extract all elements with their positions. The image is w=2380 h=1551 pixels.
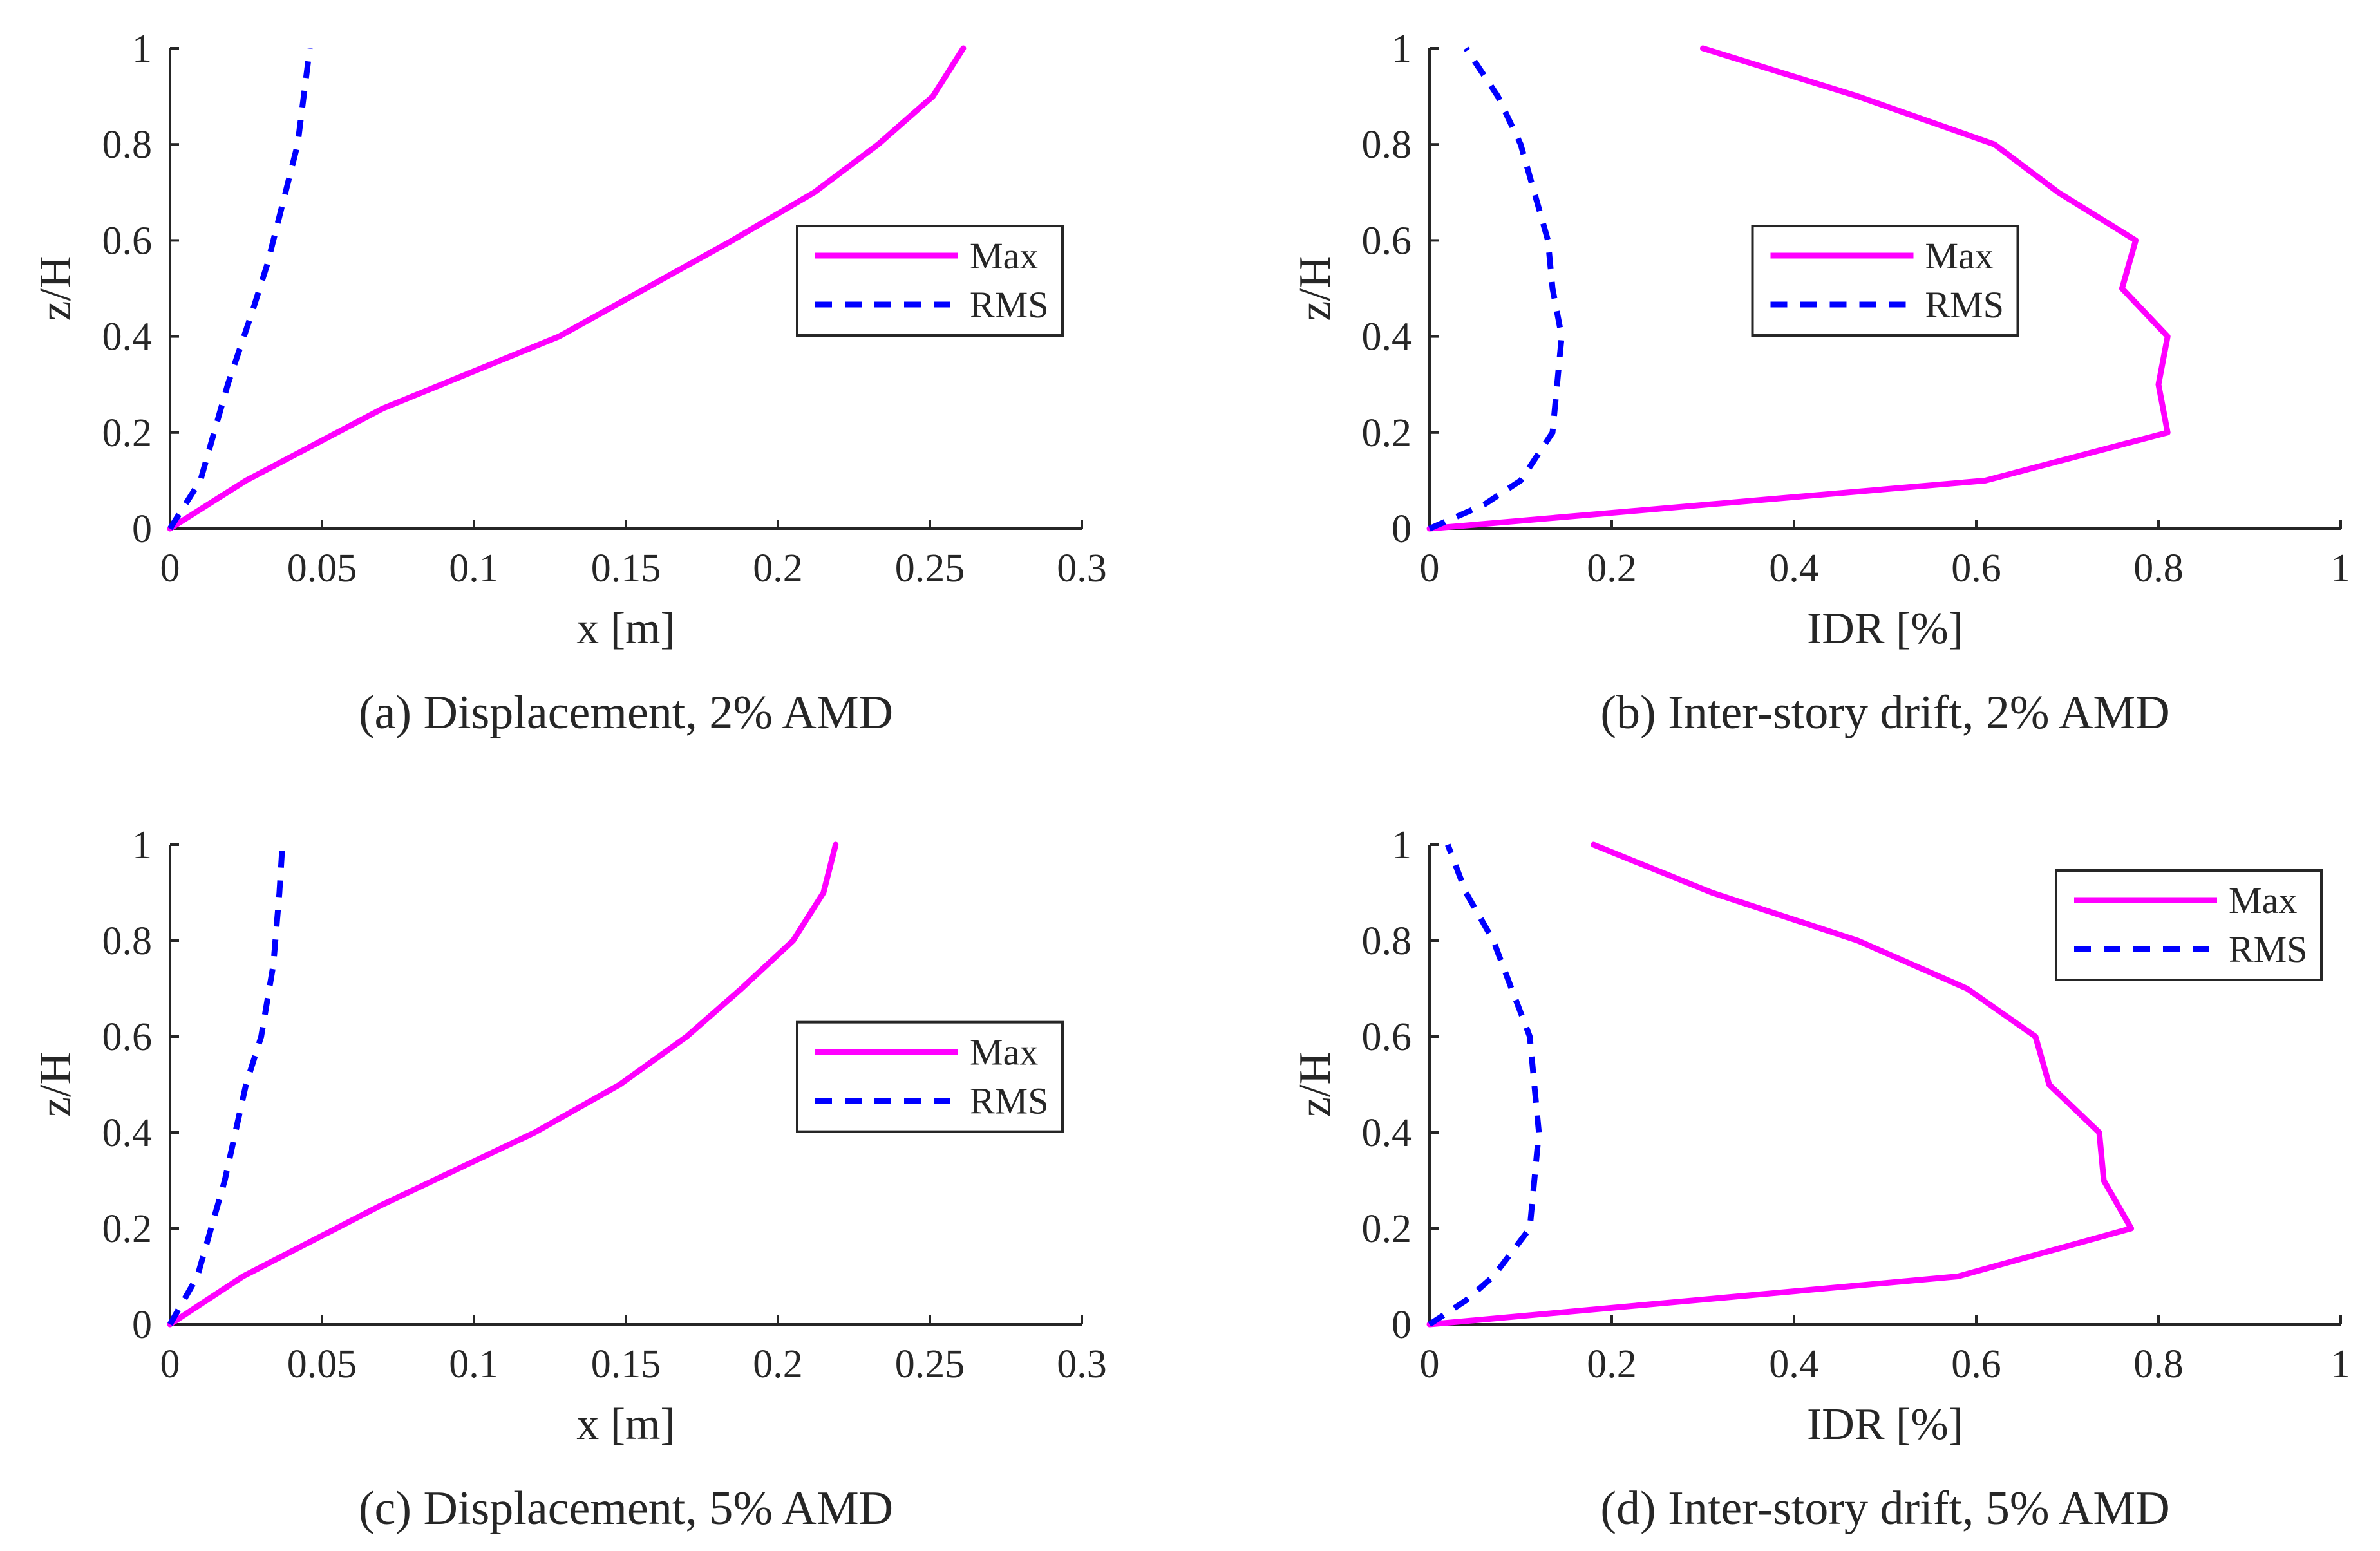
- legend-label-rms: RMS: [1925, 284, 2005, 326]
- y-tick-label: 0.8: [102, 123, 153, 167]
- y-axis-label: z/H: [1290, 1052, 1340, 1117]
- x-axis-label: IDR [%]: [1807, 1400, 1963, 1449]
- legend-label-rms: RMS: [970, 284, 1049, 326]
- series-line-max: [1426, 841, 2135, 1328]
- x-tick-label: 0.05: [287, 547, 357, 590]
- chart-panel-2: 0 0.05 0.1 0.15 0.2 0.25 0.3 0 0.2 0.4 0.6 0.8 1 x [m…: [31, 823, 1107, 1535]
- x-tick-label: 0.8: [2133, 1342, 2184, 1386]
- legend: Max RMS: [796, 225, 1064, 337]
- y-tick-label: 0: [132, 507, 152, 551]
- panel-caption: (a) Displacement, 2% AMD: [359, 686, 893, 739]
- chart-panel-3: 0 0.2 0.4 0.6 0.8 1 0 0.2 0.4 0.6 0.8 1 IDR [%] z/H (d…: [1290, 823, 2351, 1535]
- x-tick-label: 0.8: [2133, 547, 2184, 590]
- x-tick-label: 1: [2331, 1342, 2351, 1386]
- series-line-rms: [167, 48, 313, 531]
- series-line-max: [1426, 45, 2171, 532]
- x-tick-label: 0.15: [591, 1342, 661, 1386]
- series-line-rms: [1428, 46, 1565, 532]
- series-line-rms: [1428, 843, 1542, 1327]
- x-tick-label: 0: [160, 547, 180, 590]
- x-axis-label: x [m]: [576, 604, 675, 653]
- x-tick-label: 0.2: [1587, 547, 1637, 590]
- series-line-max: [167, 841, 839, 1328]
- x-tick-label: 0.1: [449, 547, 499, 590]
- y-tick-label: 0.6: [102, 1015, 153, 1059]
- x-tick-label: 0.2: [1587, 1342, 1637, 1386]
- y-tick-label: 0.4: [102, 315, 153, 359]
- x-tick-label: 0.15: [591, 547, 661, 590]
- x-tick-label: 0.1: [449, 1342, 499, 1386]
- legend-label-rms: RMS: [970, 1080, 1049, 1122]
- chart-panel-1: 0 0.2 0.4 0.6 0.8 1 0 0.2 0.4 0.6 0.8 1 IDR [%] z/H (b…: [1290, 27, 2351, 739]
- panel-caption: (b) Inter-story drift, 2% AMD: [1600, 686, 2169, 739]
- y-tick-label: 0.8: [1362, 919, 1412, 963]
- chart-panel-0: 0 0.05 0.1 0.15 0.2 0.25 0.3 0 0.2 0.4 0.6 0.8 1 x [m…: [31, 27, 1107, 739]
- legend: Max RMS: [1751, 225, 2019, 337]
- y-tick-label: 0.6: [102, 219, 153, 263]
- y-tick-label: 0: [1392, 1303, 1412, 1347]
- x-tick-label: 0.6: [1951, 1342, 2001, 1386]
- legend-box: [796, 1020, 1064, 1133]
- legend-label-max: Max: [1925, 235, 1994, 277]
- y-tick-label: 0.2: [102, 411, 153, 455]
- x-tick-label: 0: [160, 1342, 180, 1386]
- y-tick-label: 0.8: [1362, 123, 1412, 167]
- x-tick-label: 0.4: [1769, 547, 1819, 590]
- y-tick-label: 0.4: [1362, 315, 1412, 359]
- y-tick-label: 0.2: [1362, 411, 1412, 455]
- x-tick-label: 0.4: [1769, 1342, 1819, 1386]
- y-tick-label: 1: [132, 823, 152, 867]
- x-tick-label: 1: [2331, 547, 2351, 590]
- y-tick-label: 0: [1392, 507, 1412, 551]
- x-tick-label: 0.25: [895, 547, 965, 590]
- legend: Max RMS: [796, 1020, 1064, 1133]
- x-tick-label: 0: [1420, 547, 1440, 590]
- legend-box: [1751, 225, 2019, 337]
- y-tick-label: 0: [132, 1303, 152, 1347]
- legend-label-rms: RMS: [2229, 928, 2308, 970]
- x-tick-label: 0.2: [753, 547, 803, 590]
- legend-box: [796, 225, 1064, 337]
- panel-caption: (c) Displacement, 5% AMD: [359, 1482, 893, 1535]
- y-tick-label: 0.6: [1362, 219, 1412, 263]
- x-tick-label: 0.25: [895, 1342, 965, 1386]
- x-tick-label: 0.3: [1057, 547, 1107, 590]
- series-line-max: [167, 45, 967, 532]
- y-axis-label: z/H: [31, 256, 80, 321]
- legend-label-max: Max: [2229, 879, 2297, 921]
- y-tick-label: 1: [132, 27, 152, 71]
- x-tick-label: 0.6: [1951, 547, 2001, 590]
- x-axis-label: x [m]: [576, 1400, 675, 1449]
- y-axis-label: z/H: [31, 1052, 80, 1117]
- x-tick-label: 0: [1420, 1342, 1440, 1386]
- y-tick-label: 1: [1392, 823, 1412, 867]
- legend: Max RMS: [2055, 869, 2323, 981]
- y-tick-label: 0.6: [1362, 1015, 1412, 1059]
- series-line-rms: [167, 844, 286, 1326]
- y-axis-label: z/H: [1290, 256, 1340, 321]
- x-tick-label: 0.3: [1057, 1342, 1107, 1386]
- y-tick-label: 0.4: [1362, 1111, 1412, 1155]
- legend-box: [2055, 869, 2323, 981]
- y-tick-label: 1: [1392, 27, 1412, 71]
- legend-label-max: Max: [970, 235, 1038, 277]
- y-tick-label: 0.2: [102, 1207, 153, 1251]
- panel-caption: (d) Inter-story drift, 5% AMD: [1600, 1482, 2169, 1535]
- y-tick-label: 0.4: [102, 1111, 153, 1155]
- x-tick-label: 0.05: [287, 1342, 357, 1386]
- y-tick-label: 0.8: [102, 919, 153, 963]
- y-tick-label: 0.2: [1362, 1207, 1412, 1251]
- x-axis-label: IDR [%]: [1807, 604, 1963, 653]
- x-tick-label: 0.2: [753, 1342, 803, 1386]
- legend-label-max: Max: [970, 1031, 1038, 1073]
